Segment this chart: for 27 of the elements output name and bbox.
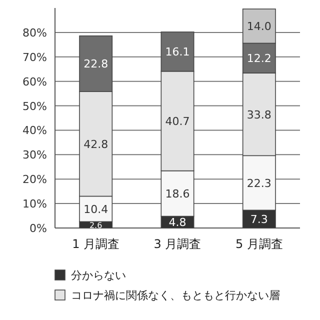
y-tick-label: 0% (30, 222, 47, 235)
x-tick-label: 5 月調査 (235, 237, 283, 251)
y-tick-label: 60% (22, 75, 47, 88)
data-label: 7.3 (250, 213, 268, 226)
data-label: 18.6 (165, 188, 190, 201)
data-label: 16.1 (165, 46, 190, 59)
data-label: 2.6 (89, 220, 102, 230)
data-label: 14.0 (246, 20, 272, 34)
data-label: 10.4 (84, 202, 108, 216)
y-tick-label: 70% (22, 50, 47, 64)
data-label: 22.8 (84, 58, 108, 71)
y-tick-label: 80% (22, 26, 47, 40)
y-tick-label: 40% (22, 124, 47, 138)
legend-label: 分からない (71, 269, 126, 282)
y-tick-label: 20% (22, 173, 47, 186)
legend-label: コロナ禍に関係なく、もともと行かない層 (71, 289, 280, 302)
data-label: 4.8 (168, 216, 186, 230)
data-label: 33.8 (246, 108, 272, 122)
data-label: 40.7 (165, 115, 190, 128)
data-label: 42.8 (84, 138, 108, 151)
data-label: 22.3 (246, 176, 272, 190)
y-tick-label: 50% (22, 100, 47, 113)
x-tick-label: 3 月調査 (154, 237, 202, 251)
y-tick-label: 30% (22, 148, 47, 162)
x-tick-label: 1 月調査 (72, 237, 120, 251)
y-tick-label: 10% (22, 198, 47, 211)
data-label: 12.2 (246, 52, 272, 66)
